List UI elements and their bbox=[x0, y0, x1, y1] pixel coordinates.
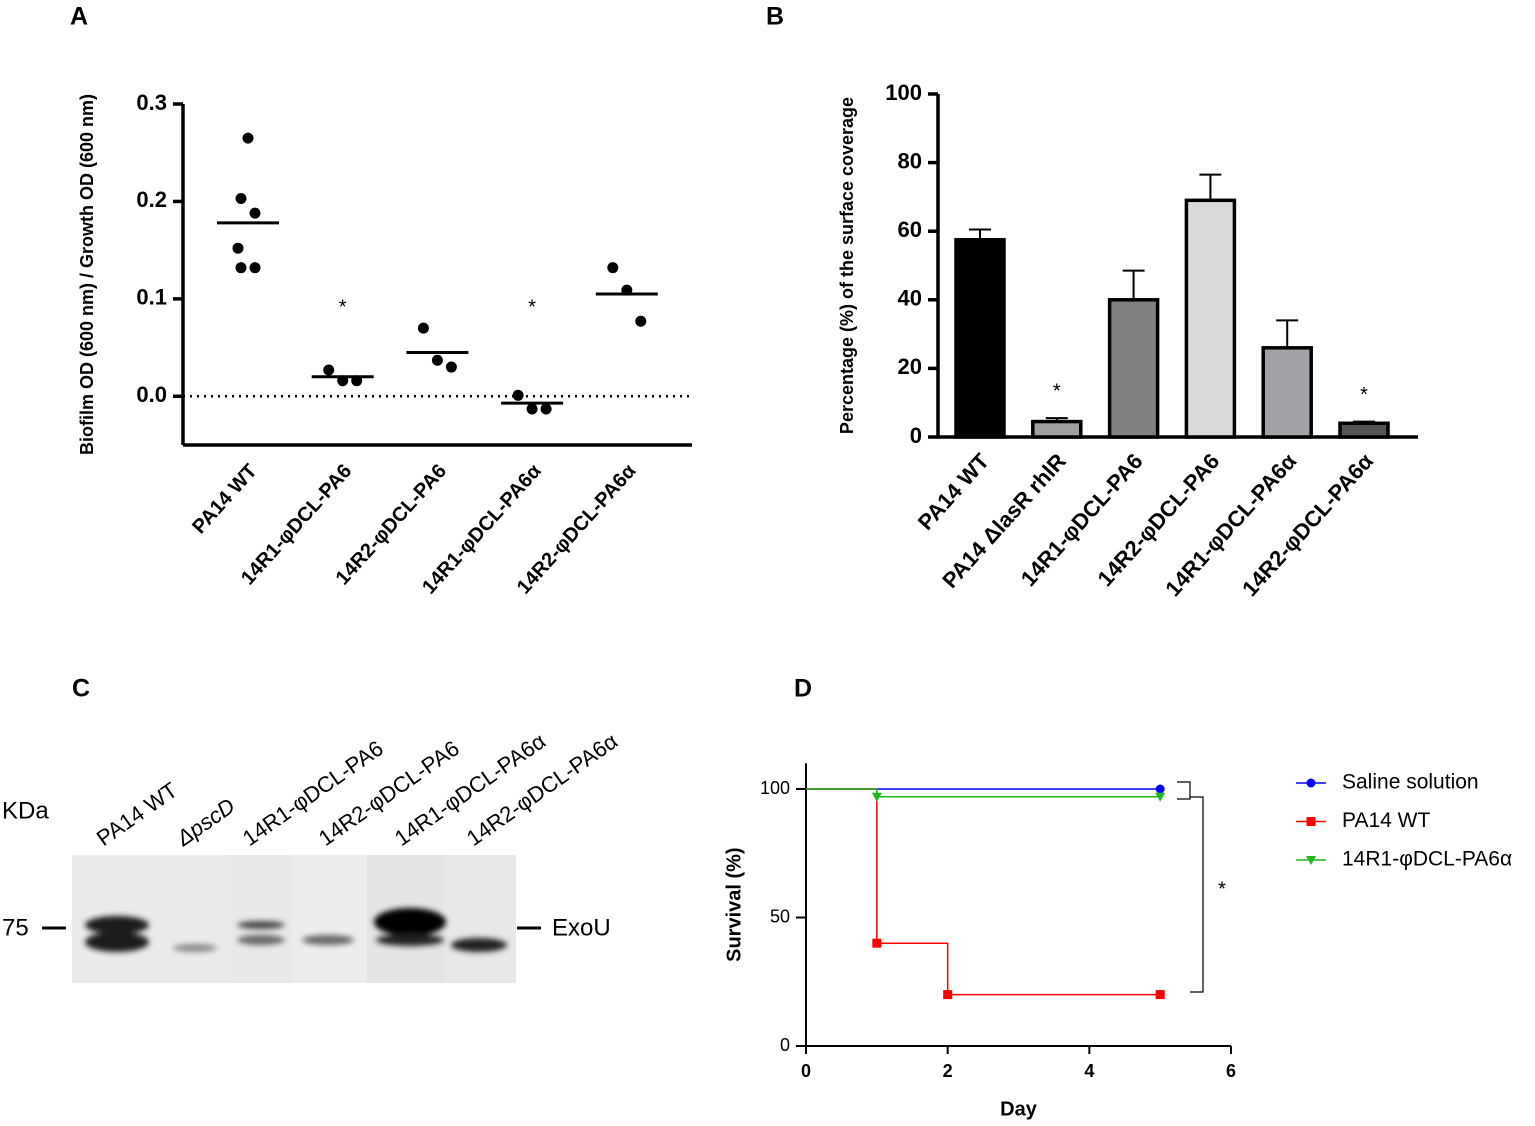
blot bbox=[42, 855, 541, 983]
marker bbox=[1155, 784, 1165, 794]
data-point bbox=[235, 193, 247, 205]
data-point bbox=[635, 315, 647, 327]
legend-label: PA14 WT bbox=[1342, 809, 1430, 832]
marker bbox=[1155, 990, 1165, 1000]
x-tick-label: 0 bbox=[801, 1061, 811, 1081]
data-point bbox=[323, 364, 335, 376]
data-point bbox=[445, 361, 457, 373]
y-tick-label: 0.1 bbox=[136, 285, 167, 310]
legend-label: Saline solution bbox=[1342, 771, 1479, 794]
lane-label: 14R2-φDCL-PA6 bbox=[314, 735, 464, 850]
marker bbox=[872, 938, 882, 948]
y-tick-label: 100 bbox=[885, 80, 922, 105]
panel-letter: A bbox=[70, 3, 88, 31]
significance: * bbox=[1053, 380, 1061, 402]
x-tick-label: 14R2-φDCL-PA6α bbox=[1237, 448, 1378, 601]
legend-marker bbox=[1306, 856, 1316, 865]
marker bbox=[1306, 778, 1316, 788]
data-point bbox=[235, 262, 247, 274]
y-tick-label: 60 bbox=[898, 217, 922, 242]
data-point bbox=[540, 403, 552, 415]
data-point bbox=[232, 242, 244, 254]
survival-line bbox=[806, 788, 1161, 996]
significance: * bbox=[339, 296, 347, 318]
significance: * bbox=[1360, 384, 1368, 406]
x-tick-label: 6 bbox=[1226, 1061, 1236, 1081]
bracket bbox=[1177, 781, 1191, 800]
panel-letter: D bbox=[794, 675, 812, 703]
x-axis-label: Day bbox=[1000, 1098, 1038, 1120]
data-point bbox=[249, 262, 261, 274]
blot-marker: 75 bbox=[2, 914, 29, 941]
legend-marker bbox=[1306, 778, 1316, 788]
bar bbox=[1107, 298, 1160, 439]
y-tick-label: 20 bbox=[898, 354, 922, 379]
significance: * bbox=[528, 296, 536, 318]
x-tick-label: PA14 WT bbox=[913, 448, 995, 535]
significance: * bbox=[1218, 878, 1226, 900]
bar bbox=[1031, 419, 1083, 439]
data-point bbox=[431, 354, 443, 366]
marker bbox=[943, 990, 953, 1000]
data-point bbox=[526, 403, 538, 415]
data-point bbox=[417, 322, 429, 334]
panel-letter: B bbox=[766, 3, 784, 31]
panel-letter: C bbox=[72, 675, 90, 703]
y-tick-label: 80 bbox=[898, 148, 922, 173]
y-tick-label: 40 bbox=[898, 286, 922, 311]
y-tick-label: 50 bbox=[770, 906, 790, 926]
marker bbox=[1306, 817, 1316, 826]
blot-band: ExoU bbox=[552, 914, 611, 941]
x-tick-label: PA14 WT bbox=[188, 460, 261, 538]
y-tick-label: 0.3 bbox=[136, 90, 167, 115]
y-tick-label: 100 bbox=[760, 778, 790, 798]
x-tick-label: 4 bbox=[1084, 1061, 1094, 1081]
y-tick-label: 0 bbox=[780, 1035, 790, 1055]
bar bbox=[1184, 198, 1237, 439]
y-tick-label: 0.2 bbox=[136, 187, 167, 212]
x-tick-label: 2 bbox=[943, 1061, 953, 1081]
lane-label: 14R1-φDCL-PA6 bbox=[238, 735, 388, 850]
x-tick-label: 14R1-φDCL-PA6α bbox=[1160, 448, 1301, 601]
y-axis-label: Biofilm OD (600 nm) / Growth OD (600 nm) bbox=[77, 94, 97, 455]
y-axis-label: Survival (%) bbox=[723, 847, 745, 961]
marker bbox=[1155, 792, 1166, 802]
legend-label: 14R1-φDCL-PA6α bbox=[1342, 848, 1512, 871]
survival-line bbox=[806, 788, 1161, 798]
y-tick-label: 0.0 bbox=[136, 382, 167, 407]
y-axis-label: Percentage (%) of the surface coverage bbox=[837, 97, 857, 434]
bracket bbox=[1190, 796, 1204, 993]
bar bbox=[954, 238, 1006, 439]
legend-marker bbox=[1306, 817, 1316, 826]
data-point bbox=[607, 262, 619, 274]
data-point bbox=[512, 389, 524, 401]
bar bbox=[1261, 346, 1313, 439]
lane-label: ΔpscD bbox=[171, 793, 239, 851]
lane-label: PA14 WT bbox=[92, 777, 182, 851]
bar bbox=[1338, 421, 1390, 439]
y-tick-label: 0 bbox=[910, 423, 922, 448]
data-point bbox=[242, 132, 254, 144]
blot-unit: KDa bbox=[2, 797, 49, 824]
marker bbox=[871, 792, 882, 802]
data-point bbox=[249, 207, 261, 219]
marker bbox=[1306, 856, 1316, 865]
